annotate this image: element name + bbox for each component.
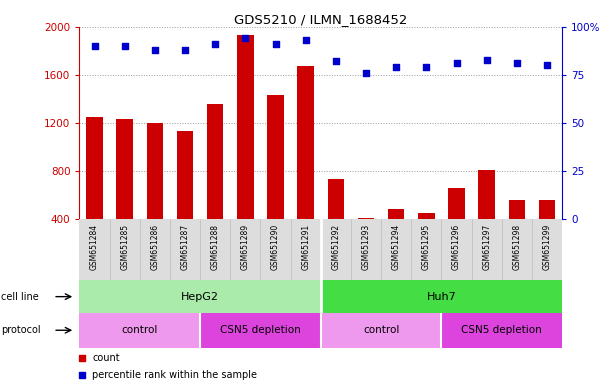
Bar xyxy=(539,200,555,219)
Bar xyxy=(441,313,562,348)
Point xyxy=(241,35,251,41)
Text: GSM651293: GSM651293 xyxy=(362,224,370,270)
Point xyxy=(78,372,87,378)
Bar xyxy=(321,280,562,313)
Text: GSM651289: GSM651289 xyxy=(241,224,250,270)
Bar xyxy=(508,200,525,219)
Point xyxy=(301,37,310,43)
Point xyxy=(78,355,87,361)
Point xyxy=(512,60,522,66)
Bar xyxy=(79,280,321,313)
Text: control: control xyxy=(122,325,158,335)
Bar xyxy=(237,35,254,219)
Text: GSM651299: GSM651299 xyxy=(543,224,552,270)
Bar xyxy=(418,213,434,219)
Bar xyxy=(327,179,344,219)
Point xyxy=(542,62,552,68)
Point xyxy=(271,41,280,47)
Text: CSN5 depletion: CSN5 depletion xyxy=(220,325,301,335)
Text: GSM651298: GSM651298 xyxy=(513,224,521,270)
Bar xyxy=(478,170,495,219)
Bar xyxy=(86,117,103,219)
Bar xyxy=(79,313,200,348)
Bar xyxy=(448,188,465,219)
Text: percentile rank within the sample: percentile rank within the sample xyxy=(92,370,257,380)
Text: count: count xyxy=(92,353,120,363)
Point xyxy=(331,58,341,65)
Text: GSM651290: GSM651290 xyxy=(271,224,280,270)
Text: GSM651297: GSM651297 xyxy=(482,224,491,270)
Text: GSM651296: GSM651296 xyxy=(452,224,461,270)
Text: protocol: protocol xyxy=(1,325,41,335)
Text: GSM651288: GSM651288 xyxy=(211,224,220,270)
Title: GDS5210 / ILMN_1688452: GDS5210 / ILMN_1688452 xyxy=(234,13,408,26)
Bar xyxy=(388,209,404,219)
Point xyxy=(90,43,100,49)
Text: GSM651292: GSM651292 xyxy=(331,224,340,270)
Text: cell line: cell line xyxy=(1,291,39,302)
Bar xyxy=(298,66,314,219)
Text: GSM651284: GSM651284 xyxy=(90,224,99,270)
Text: HepG2: HepG2 xyxy=(181,291,219,302)
Bar xyxy=(207,104,224,219)
Bar xyxy=(116,119,133,219)
Text: CSN5 depletion: CSN5 depletion xyxy=(461,325,542,335)
Bar xyxy=(267,95,284,219)
Bar xyxy=(147,123,163,219)
Text: GSM651291: GSM651291 xyxy=(301,224,310,270)
Point xyxy=(452,60,461,66)
Bar xyxy=(321,313,441,348)
Text: control: control xyxy=(363,325,400,335)
Point xyxy=(180,47,190,53)
Point xyxy=(422,64,431,70)
Point xyxy=(361,70,371,76)
Bar xyxy=(177,131,193,219)
Text: GSM651287: GSM651287 xyxy=(180,224,189,270)
Bar xyxy=(200,313,321,348)
Text: GSM651285: GSM651285 xyxy=(120,224,129,270)
Text: GSM651295: GSM651295 xyxy=(422,224,431,270)
Point xyxy=(120,43,130,49)
Point xyxy=(210,41,220,47)
Point xyxy=(391,64,401,70)
Text: Huh7: Huh7 xyxy=(426,291,456,302)
Point xyxy=(482,56,492,63)
Text: GSM651286: GSM651286 xyxy=(150,224,159,270)
Point xyxy=(150,47,159,53)
Text: GSM651294: GSM651294 xyxy=(392,224,401,270)
Bar xyxy=(357,218,375,219)
